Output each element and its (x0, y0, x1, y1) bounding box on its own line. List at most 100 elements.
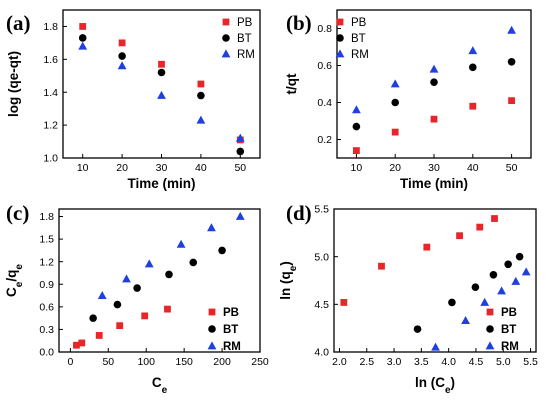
x-tick-label: 5.0 (496, 356, 511, 368)
x-axis-title: Time (min) (400, 176, 468, 191)
legend-marker-pb (336, 18, 344, 26)
x-axis-title: Time (min) (127, 176, 195, 191)
data-point-bt (189, 258, 198, 267)
data-point-pb (78, 339, 86, 347)
data-point-rm (157, 90, 166, 99)
x-tick-label: 20 (389, 162, 401, 174)
data-point-pb (378, 262, 385, 270)
legend-label-pb: PB (237, 17, 253, 29)
x-tick-label: 50 (506, 162, 518, 174)
data-point-bt (391, 98, 400, 107)
x-tick-label: 250 (251, 356, 269, 368)
x-tick-label: 10 (351, 162, 363, 174)
data-point-bt (430, 78, 438, 86)
data-point-rm (117, 61, 127, 70)
data-point-bt (489, 270, 498, 279)
data-point-bt (413, 325, 422, 333)
data-point-rm (122, 274, 131, 283)
y-tick-label: 1.2 (43, 120, 58, 132)
data-point-pb (353, 147, 360, 154)
x-tick-label: 10 (77, 162, 89, 174)
legend: PB BT RM (485, 307, 519, 353)
y-tick-label: 1.2 (39, 256, 54, 268)
legend-marker-rm (335, 49, 345, 58)
series-pb (340, 215, 498, 306)
data-point-bt (133, 284, 141, 292)
y-tick-label: 0.9 (39, 279, 54, 291)
y-tick-label: 5.5 (314, 204, 329, 216)
data-point-bt (352, 122, 361, 131)
x-tick-label: 4.0 (441, 356, 456, 368)
legend-marker-rm (485, 341, 495, 350)
data-point-bt (89, 314, 97, 322)
data-point-pb (476, 223, 484, 231)
data-point-pb (423, 243, 431, 251)
legend-marker-bt (486, 325, 494, 333)
x-tick-label: 30 (156, 162, 168, 174)
y-tick-label: 5.0 (314, 251, 329, 263)
y-tick-label: 1.4 (43, 87, 58, 99)
series-pb (73, 305, 171, 349)
y-axis-title: Ce/qe (4, 264, 25, 297)
x-tick-label: 0 (67, 356, 73, 368)
legend-label-pb: PB (501, 307, 517, 319)
data-point-rm (176, 239, 186, 248)
y-tick-label: 0.8 (317, 23, 332, 35)
data-point-bt (118, 52, 126, 60)
series-bt (413, 252, 524, 333)
data-point-pb (73, 341, 80, 349)
x-tick-label: 20 (116, 162, 128, 174)
panel-d: 2.0 2.5 3.0 3.5 4.0 4.5 5.0 5.54.04.55.05.5(d)l… (278, 201, 538, 396)
data-point-rm (507, 25, 516, 34)
data-point-bt (448, 298, 456, 307)
data-point-bt (218, 246, 226, 255)
data-point-pb (116, 322, 124, 330)
data-point-pb (469, 102, 477, 110)
data-point-rm (235, 133, 245, 142)
legend-label-rm: RM (351, 49, 369, 61)
y-tick-label: 1.0 (43, 153, 58, 165)
data-point-pb (141, 312, 149, 320)
data-point-rm (144, 259, 154, 268)
legend-marker-pb (208, 308, 216, 316)
data-point-pb (164, 305, 171, 313)
legend-marker-rm (207, 341, 217, 350)
y-tick-label: 1.6 (43, 54, 58, 66)
x-axis-title: Ce (152, 375, 168, 396)
data-point-pb (491, 215, 498, 222)
series-pb (353, 97, 515, 154)
y-tick-label: 4.0 (314, 347, 329, 359)
series-bt (352, 58, 516, 131)
legend-marker-pb (222, 18, 230, 26)
legend-marker-bt (222, 34, 230, 42)
x-tick-label: 40 (467, 162, 479, 174)
x-tick-label: 200 (213, 356, 231, 368)
legend: PB BT RM (221, 17, 255, 61)
legend-label-bt: BT (351, 33, 366, 45)
x-tick-label: 150 (175, 356, 193, 368)
data-point-pb (430, 115, 438, 123)
data-point-rm (196, 115, 206, 124)
data-point-rm (468, 46, 478, 55)
x-tick-label: 2.5 (359, 356, 374, 368)
legend-label-bt: BT (223, 324, 238, 336)
legend-label-pb: PB (351, 17, 367, 29)
data-point-pb (118, 39, 126, 47)
data-point-bt (469, 63, 477, 72)
x-tick-label: 100 (137, 356, 155, 368)
y-axis-title: ln (qe) (278, 261, 299, 300)
data-point-rm (511, 276, 521, 285)
x-tick-label: 50 (234, 162, 246, 174)
data-point-bt (471, 283, 480, 291)
data-point-pb (197, 80, 205, 88)
legend-label-pb: PB (223, 307, 239, 319)
plot-frame (333, 208, 537, 353)
plot-frame (58, 208, 261, 353)
data-point-bt (507, 58, 516, 66)
data-point-bt (113, 300, 122, 309)
legend-marker-rm (221, 49, 231, 58)
data-point-rm (390, 79, 400, 88)
y-axis-title: log (qe-qt) (6, 51, 21, 117)
x-tick-label: 5.5 (523, 356, 538, 368)
x-tick-label: 4.5 (469, 356, 484, 368)
